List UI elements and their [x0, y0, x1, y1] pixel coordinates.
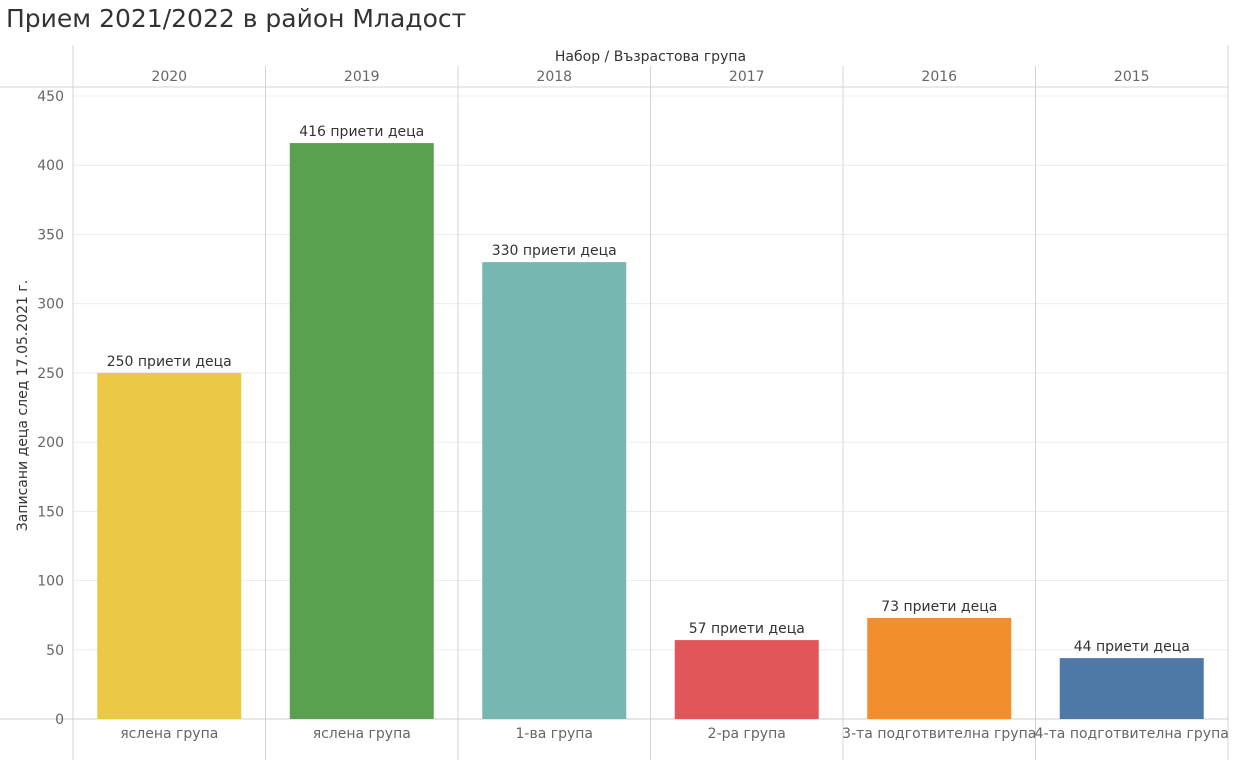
y-tick-label: 100 — [37, 574, 64, 590]
column-header-title: Набор / Възрастова група — [555, 49, 746, 65]
chart-title: Прием 2021/2022 в район Младост — [6, 4, 467, 33]
category-label: 2-ра група — [708, 726, 786, 742]
data-label: 330 приети деца — [492, 243, 617, 259]
data-label: 416 приети деца — [299, 124, 424, 140]
column-label: 2019 — [344, 69, 380, 85]
bar[interactable] — [97, 372, 242, 719]
y-tick-label: 300 — [37, 297, 64, 313]
y-tick-label: 0 — [55, 712, 64, 728]
y-tick-label: 450 — [37, 89, 64, 105]
y-tick-label: 350 — [37, 227, 64, 243]
y-tick-label: 250 — [37, 366, 64, 382]
bar[interactable] — [1059, 658, 1204, 719]
column-label: 2017 — [729, 69, 765, 85]
data-label: 44 приети деца — [1074, 639, 1190, 655]
column-label: 2016 — [921, 69, 957, 85]
column-label: 2020 — [151, 69, 187, 85]
column-label: 2015 — [1114, 69, 1150, 85]
category-label: 3-та подготвителна група — [842, 726, 1036, 742]
bar[interactable] — [867, 617, 1012, 719]
category-label: ясленa група — [313, 726, 411, 742]
data-label: 57 приети деца — [689, 621, 805, 637]
category-label: 4-та подготвителна група — [1035, 726, 1229, 742]
y-axis-title: Записани деца след 17.05.2021 г. — [15, 280, 31, 531]
bar[interactable] — [289, 143, 434, 719]
bar[interactable] — [482, 262, 627, 719]
y-tick-label: 400 — [37, 158, 64, 174]
y-tick-label: 50 — [46, 643, 64, 659]
column-label: 2018 — [536, 69, 572, 85]
category-label: ясленa група — [120, 726, 218, 742]
y-tick-label: 150 — [37, 504, 64, 520]
data-label: 73 приети деца — [881, 599, 997, 615]
data-label: 250 приети деца — [107, 354, 232, 370]
y-tick-label: 200 — [37, 435, 64, 451]
bar[interactable] — [674, 640, 819, 719]
category-label: 1-ва група — [516, 726, 594, 742]
